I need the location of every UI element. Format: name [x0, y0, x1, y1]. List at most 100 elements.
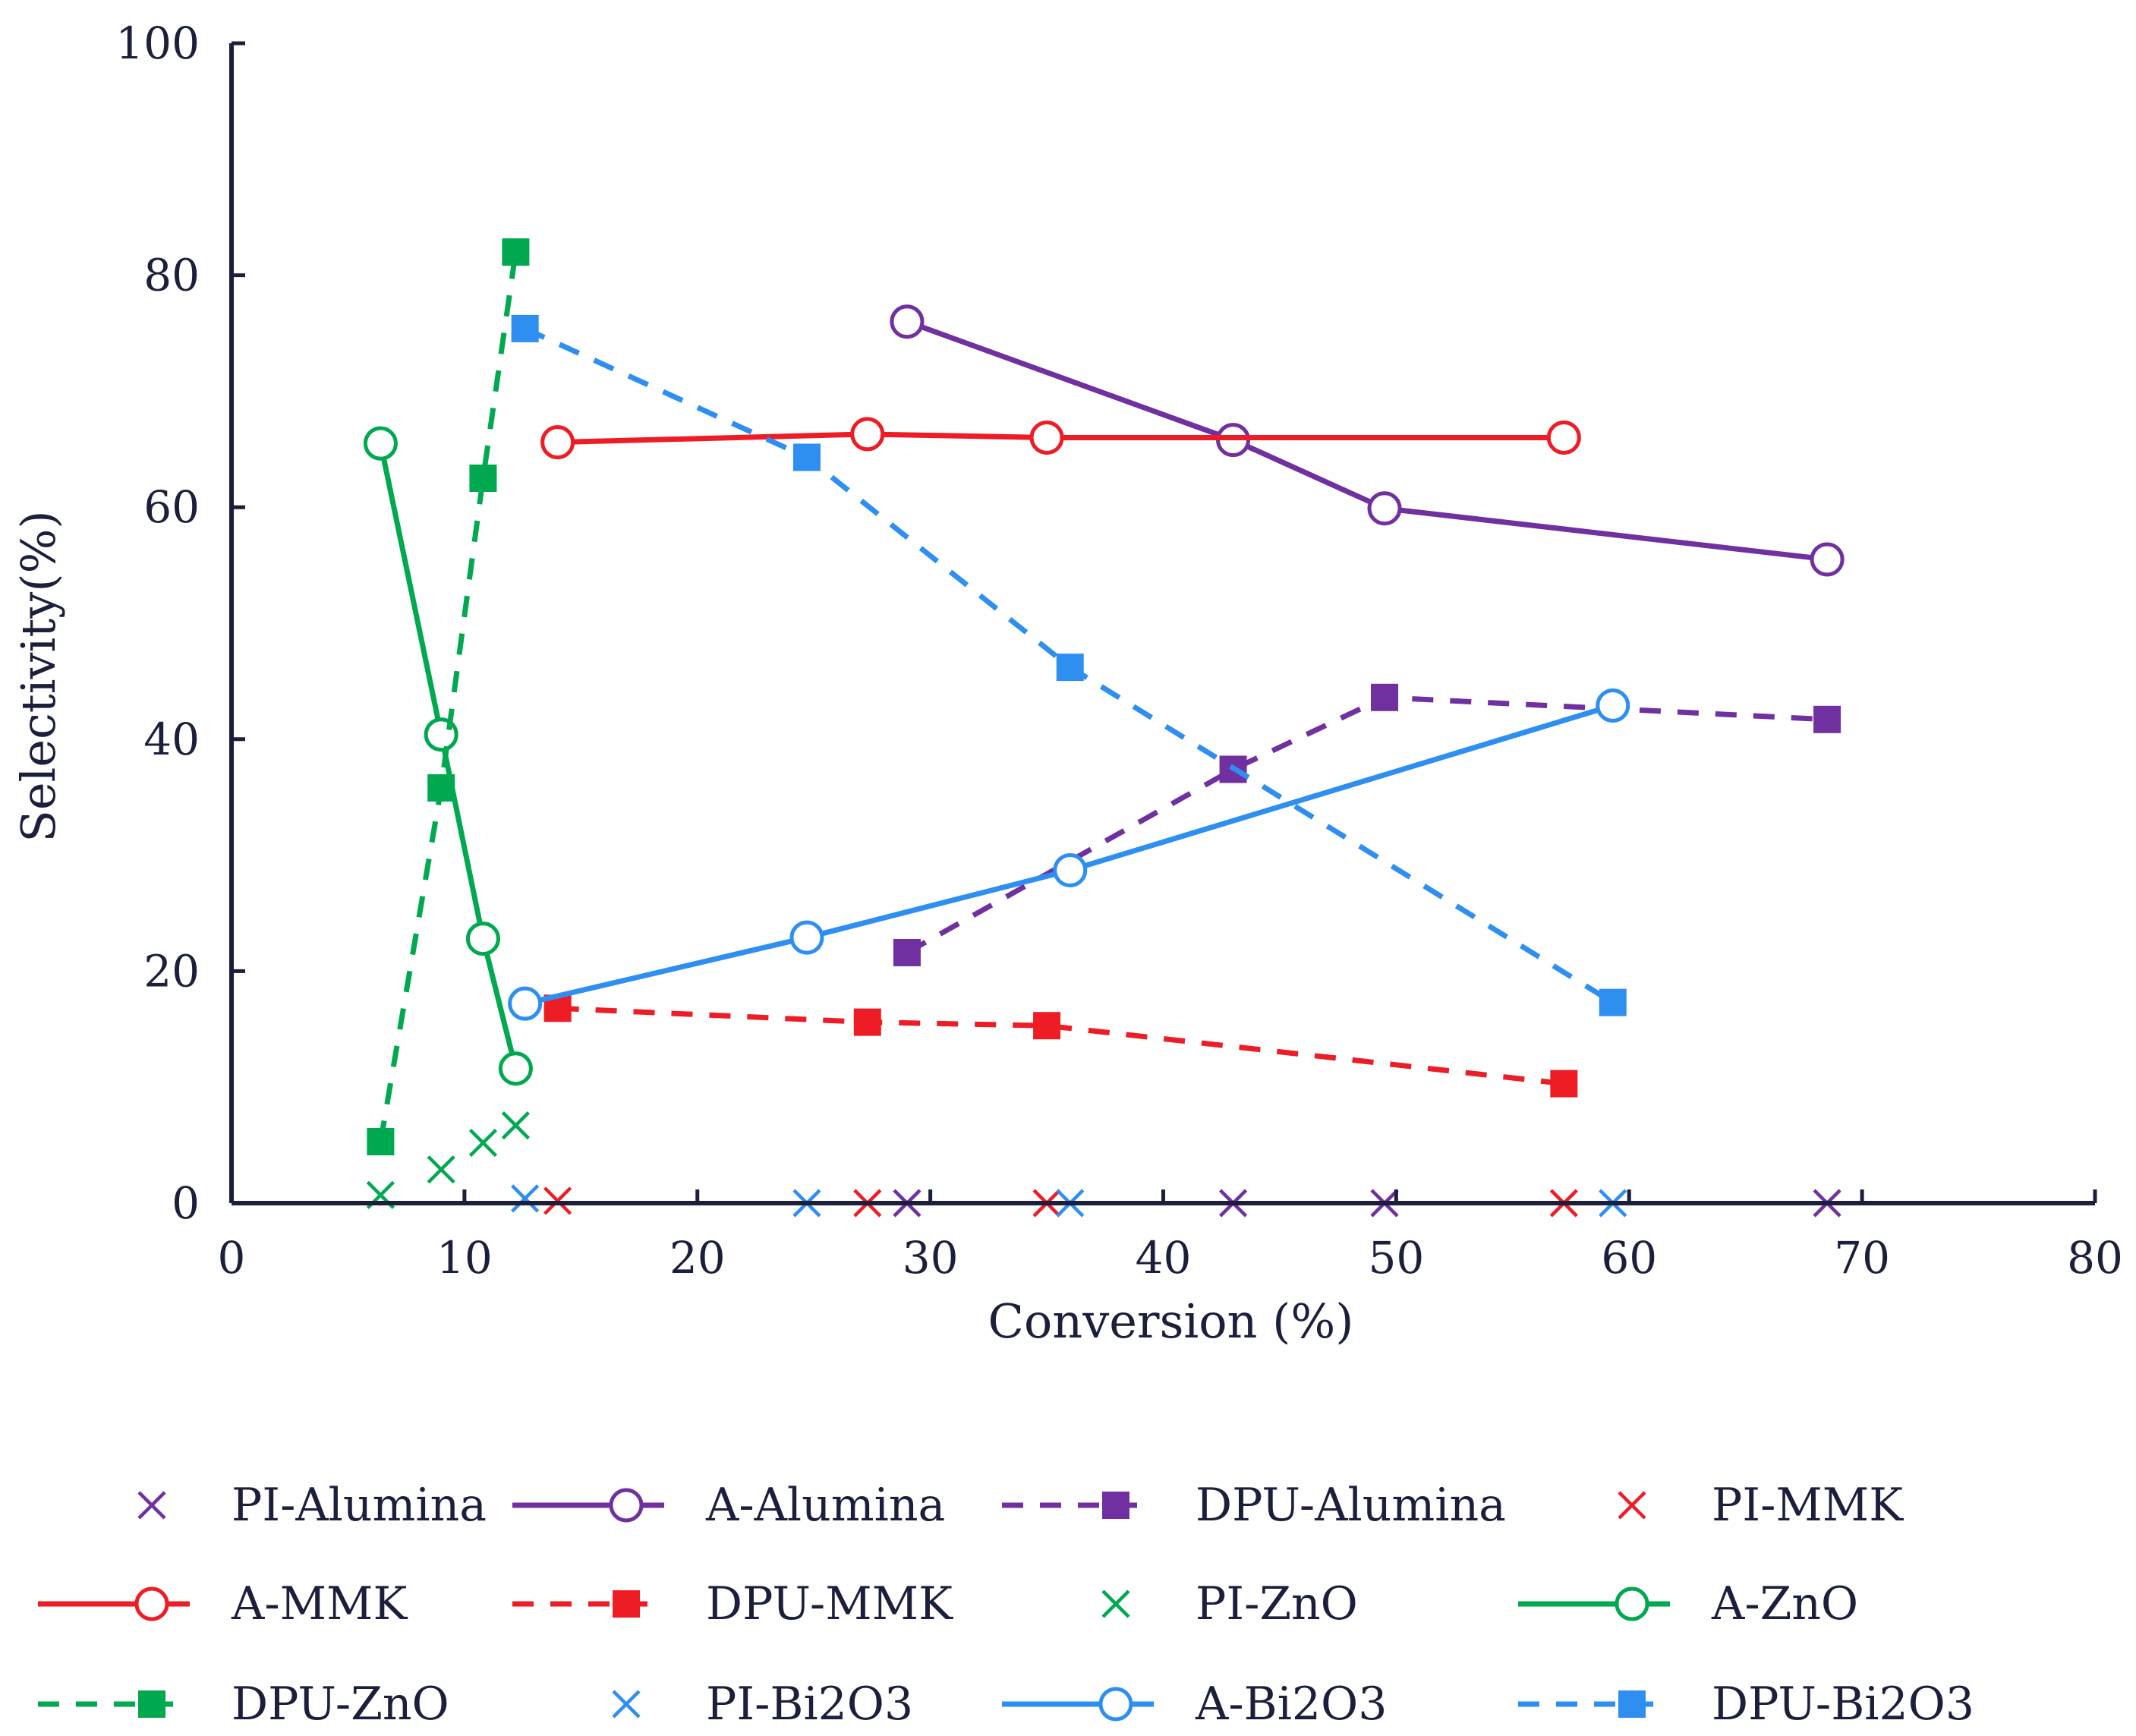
legend-label: PI-ZnO [1196, 1577, 1358, 1630]
data-point-a-mmk [850, 417, 885, 452]
data-point-pi-zno [501, 1111, 530, 1140]
y-tick-label: 100 [115, 17, 200, 69]
legend-marker [1615, 1586, 1649, 1621]
legend-marker [137, 1491, 166, 1520]
legend-label: PI-Bi2O3 [706, 1678, 913, 1731]
series-dpu-zno [367, 238, 530, 1156]
data-point-dpu-mmk [543, 994, 572, 1022]
series-a-bi2o3 [508, 688, 1630, 1021]
y-tick-label: 0 [172, 1177, 200, 1229]
series-line-dpu-bi2o3 [524, 326, 1615, 1005]
series-line-a-bi2o3 [524, 703, 1614, 1007]
legend-item-dpu-alumina: DPU-Alumina [1002, 1479, 1506, 1532]
legend-marker [134, 1586, 169, 1621]
legend-label: A-MMK [231, 1577, 408, 1630]
data-point-a-alumina [890, 304, 925, 339]
y-tick-label: 60 [143, 481, 200, 533]
legend-label: PI-Alumina [232, 1479, 487, 1532]
data-point-dpu-bi2o3 [792, 443, 821, 471]
data-point-dpu-mmk [853, 1008, 881, 1036]
data-point-a-zno [465, 922, 500, 956]
data-point-dpu-zno [502, 238, 530, 266]
data-point-dpu-zno [469, 465, 497, 492]
legend-item-pi-bi2o3: PI-Bi2O3 [612, 1678, 913, 1731]
series-layer [363, 238, 1845, 1218]
y-tick-label: 20 [143, 945, 200, 997]
data-point-a-bi2o3 [1053, 852, 1088, 887]
x-tick-label: 30 [903, 1232, 959, 1284]
legend-marker [612, 1690, 641, 1719]
legend-item-a-alumina: A-Alumina [512, 1479, 945, 1532]
data-point-a-bi2o3 [789, 920, 824, 955]
series-a-alumina [890, 304, 1845, 577]
tick-layer: 0 10 20 30 40 50 60 70 80 0 20 40 60 80 100 [115, 17, 2123, 1284]
legend-label: A-Bi2O3 [1195, 1678, 1387, 1731]
x-tick-label: 60 [1601, 1232, 1657, 1284]
data-point-pi-zno [468, 1128, 498, 1158]
legend-item-a-bi2o3: A-Bi2O3 [1002, 1678, 1387, 1731]
legend-marker [1102, 1492, 1129, 1519]
data-point-dpu-mmk [1033, 1012, 1061, 1040]
x-tick-label: 50 [1368, 1232, 1424, 1284]
legend-label: DPU-MMK [706, 1577, 953, 1630]
legend-label: DPU-Alumina [1196, 1479, 1506, 1532]
data-point-a-alumina [1367, 491, 1402, 526]
legend-marker [1098, 1687, 1133, 1722]
x-axis-title: Conversion (%) [988, 1293, 1354, 1349]
legend-marker [1101, 1589, 1130, 1618]
x-tick-label: 10 [436, 1232, 493, 1284]
series-a-mmk [540, 417, 1581, 460]
legend-marker [609, 1488, 644, 1523]
series-a-zno [363, 426, 533, 1086]
x-tick-label: 0 [218, 1232, 246, 1284]
legend-item-dpu-zno: DPU-ZnO [38, 1678, 449, 1731]
data-point-dpu-bi2o3 [1599, 988, 1627, 1016]
series-dpu-bi2o3 [511, 314, 1627, 1016]
series-line-a-zno [377, 443, 518, 1070]
legend-label: DPU-Bi2O3 [1712, 1678, 1974, 1731]
series-line-a-alumina [906, 319, 1828, 562]
data-point-a-mmk [1546, 421, 1581, 455]
x-tick-label: 40 [1136, 1232, 1192, 1284]
legend-label: A-ZnO [1711, 1577, 1858, 1630]
series-line-dpu-mmk [557, 1005, 1564, 1087]
series-dpu-mmk [543, 994, 1578, 1098]
legend-label: PI-MMK [1712, 1479, 1904, 1532]
axes [229, 43, 2095, 1205]
data-point-a-bi2o3 [1596, 688, 1630, 723]
data-point-a-bi2o3 [508, 986, 543, 1021]
legend-item-dpu-bi2o3: DPU-Bi2O3 [1518, 1678, 1974, 1731]
data-point-dpu-zno [367, 1128, 395, 1156]
legend-marker [1618, 1690, 1646, 1718]
legend-item-a-zno: A-ZnO [1518, 1577, 1858, 1630]
legend-item-pi-mmk: PI-MMK [1618, 1479, 1904, 1532]
x-tick-label: 80 [2067, 1232, 2123, 1284]
data-point-a-mmk [1029, 421, 1064, 455]
data-point-pi-bi2o3 [511, 1184, 540, 1213]
data-point-dpu-bi2o3 [511, 314, 539, 342]
data-point-dpu-alumina [1371, 683, 1399, 711]
data-point-dpu-alumina [1813, 705, 1841, 733]
series-dpu-alumina [893, 683, 1841, 966]
legend-marker [1618, 1491, 1646, 1520]
data-point-dpu-bi2o3 [1056, 654, 1084, 682]
series-line-a-mmk [557, 431, 1564, 446]
x-tick-label: 20 [669, 1232, 726, 1284]
legend: PI-Alumina A-Alumina DPU-Alumina PI-MMK A-MM… [38, 1479, 1974, 1731]
y-tick-label: 80 [143, 250, 200, 301]
x-tick-label: 70 [1834, 1232, 1890, 1284]
legend-marker [138, 1690, 165, 1718]
y-axis-title: Selectivity(%) [11, 510, 66, 842]
data-point-a-zno [363, 426, 398, 461]
data-point-dpu-mmk [1550, 1070, 1578, 1098]
data-point-dpu-zno [427, 773, 455, 802]
data-point-dpu-alumina [893, 938, 921, 966]
legend-label: A-Alumina [705, 1479, 945, 1532]
legend-item-dpu-mmk: DPU-MMK [512, 1577, 953, 1630]
legend-item-pi-alumina: PI-Alumina [137, 1479, 487, 1532]
legend-label: DPU-ZnO [232, 1678, 449, 1731]
series-line-dpu-zno [377, 251, 518, 1142]
series-pi-bi2o3 [511, 1184, 1627, 1218]
legend-item-a-mmk: A-MMK [38, 1577, 408, 1630]
